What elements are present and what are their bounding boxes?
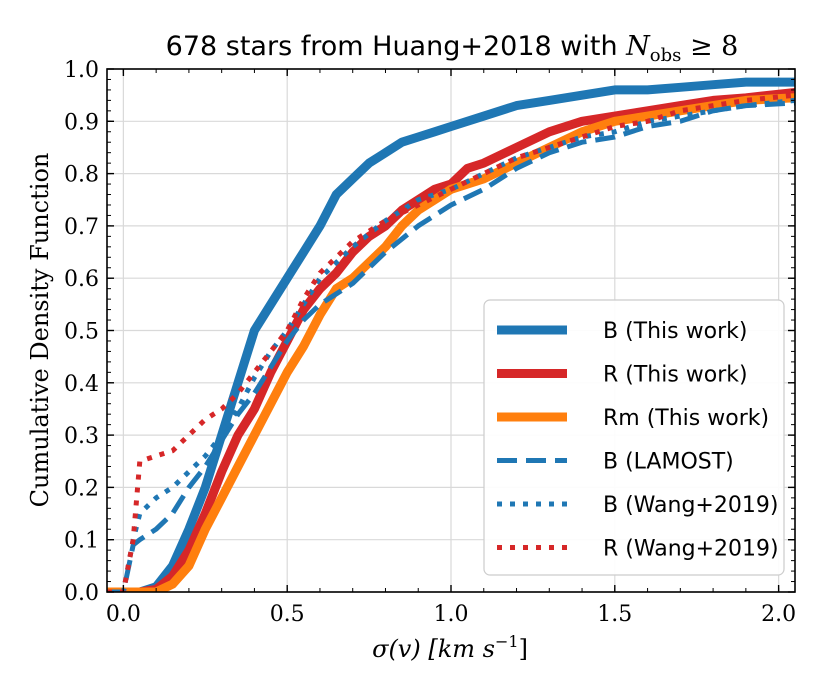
y-tick-label: 0.6 xyxy=(64,267,99,292)
chart-title: 678 stars from Huang+2018 with Nobs ≥ 8 xyxy=(166,31,739,66)
series-line-r-wang-2019 xyxy=(107,92,795,592)
y-tick-label: 0.2 xyxy=(64,476,99,501)
x-axis-label: σ(v) [km s−1] xyxy=(372,632,528,663)
y-tick-label: 0.5 xyxy=(64,320,99,345)
series-line-rm-this-work xyxy=(107,93,795,592)
x-tick-label: 1.0 xyxy=(434,602,469,627)
series-line-b-this-work xyxy=(107,77,795,592)
legend: B (This work) R (This work) Rm (This work)… xyxy=(483,299,785,576)
series-line-b-wang-2019 xyxy=(107,97,795,592)
legend-label: Rm (This work) xyxy=(603,406,769,431)
data-curves xyxy=(107,77,795,592)
legend-label: R (Wang+2019) xyxy=(603,537,779,562)
y-tick-label: 0.7 xyxy=(64,215,99,240)
legend-label: B (Wang+2019) xyxy=(603,493,778,518)
y-tick-label: 1.0 xyxy=(64,58,99,83)
x-tick-label: 0.0 xyxy=(106,602,141,627)
y-tick-label: 0.9 xyxy=(64,110,99,135)
series-line-b-lamost xyxy=(107,100,795,592)
legend-label: B (LAMOST) xyxy=(603,450,734,475)
legend-box xyxy=(483,299,785,576)
y-tick-label: 0.8 xyxy=(64,163,99,188)
y-tick-label: 0.0 xyxy=(64,581,99,606)
y-tick-label: 0.1 xyxy=(64,529,99,554)
axis-ticks: 0.0 0.5 1.0 1.5 2.0 0.0 0.1 0.2 0.3 0.4 0.5 0.6 0.7 0… xyxy=(64,58,796,627)
y-tick-label: 0.4 xyxy=(64,372,99,397)
y-axis-label: Cumulative Density Function xyxy=(26,153,54,508)
y-tick-label: 0.3 xyxy=(64,424,99,449)
legend-label: B (This work) xyxy=(603,319,747,344)
series-line-r-this-work xyxy=(107,88,795,592)
x-tick-label: 0.5 xyxy=(270,602,305,627)
x-tick-label: 1.5 xyxy=(597,602,632,627)
x-tick-label: 2.0 xyxy=(761,602,796,627)
legend-label: R (This work) xyxy=(603,363,748,388)
